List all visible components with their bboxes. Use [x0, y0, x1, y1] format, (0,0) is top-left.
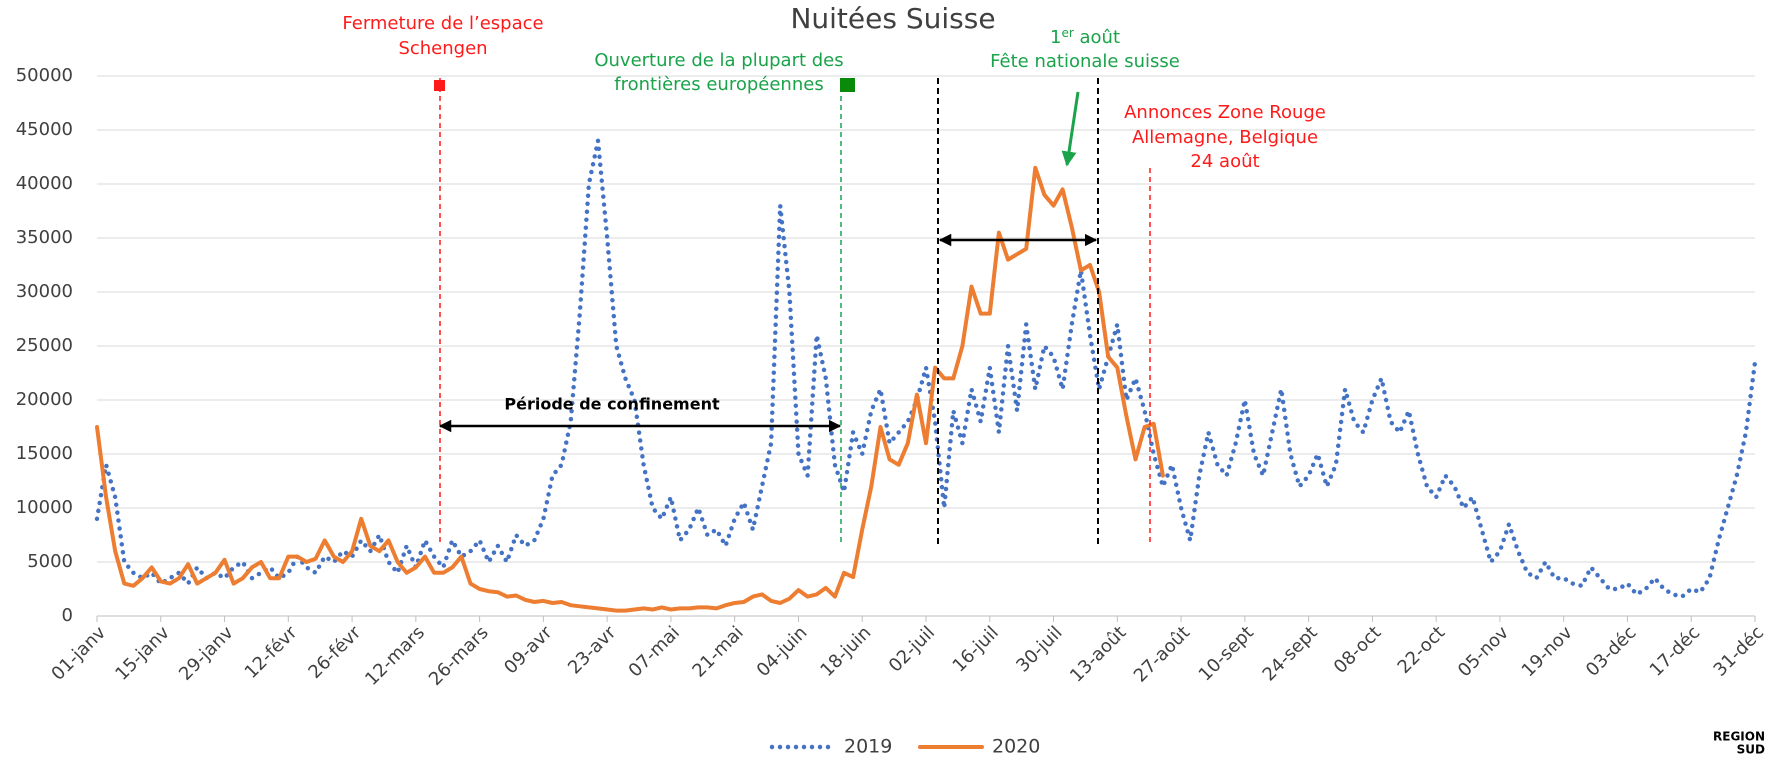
event-marker: [434, 80, 445, 91]
y-tick-label: 0: [62, 605, 73, 626]
x-tick-label: 30-juil: [1012, 622, 1066, 676]
x-tick-label: 27-août: [1130, 622, 1194, 686]
plot-area: [94, 138, 1758, 613]
annotation: Allemagne, Belgique: [1132, 127, 1318, 148]
annotation: Fête nationale suisse: [990, 51, 1180, 72]
y-tick-label: 15000: [16, 443, 73, 464]
x-tick-label: 21-mai: [688, 622, 747, 681]
x-tick-label: 22-oct: [1394, 622, 1450, 678]
event-marker: [840, 78, 855, 92]
y-tick-label: 25000: [16, 335, 73, 356]
logo: SUD: [1737, 743, 1765, 757]
annotation: Période de confinement: [504, 395, 720, 414]
annotation-part: août: [1074, 27, 1120, 48]
x-tick-label: 29-janv: [175, 622, 238, 685]
x-tick-label: 16-juil: [949, 622, 1003, 676]
y-tick-label: 10000: [16, 497, 73, 518]
annotation: 1er août: [1050, 26, 1120, 49]
grid: 0 5000 10000 15000 20000 25000 30000 35000 40000…: [16, 65, 1767, 690]
chart-title: Nuitées Suisse: [790, 2, 995, 35]
x-tick-label: 17-déc: [1646, 622, 1705, 681]
x-tick-label: 05-nov: [1454, 622, 1513, 681]
y-tick-label: 5000: [27, 551, 73, 572]
annotation-arrow: [1061, 91, 1080, 167]
x-tick-label: 09-avr: [500, 622, 557, 679]
x-tick-label: 13-août: [1066, 622, 1130, 686]
x-tick-label: 01-janv: [47, 622, 110, 685]
annotation-sup: er: [1061, 26, 1073, 40]
annotation: frontières européennes: [614, 74, 823, 95]
annotations: Fermeture de l’espace Schengen Ouverture…: [342, 13, 1326, 414]
annotation: Ouverture de la plupart des: [594, 50, 843, 71]
y-tick-label: 35000: [16, 227, 73, 248]
legend-label: 2020: [992, 736, 1040, 758]
logo: REGION: [1713, 730, 1765, 744]
y-tick-label: 40000: [16, 173, 73, 194]
x-tick-label: 19-nov: [1518, 622, 1577, 681]
x-tick-label: 15-janv: [111, 622, 174, 685]
y-tick-label: 50000: [16, 65, 73, 86]
y-tick-label: 45000: [16, 119, 73, 140]
series-line: [94, 138, 1758, 599]
x-tick-label: 04-juin: [753, 622, 812, 681]
x-tick-label: 03-déc: [1582, 622, 1641, 681]
legend-label: 2019: [844, 736, 892, 758]
x-tick-label: 26-mars: [425, 622, 493, 690]
annotation-part: 1: [1050, 27, 1061, 48]
x-tick-label: 18-juin: [816, 622, 875, 681]
y-tick-label: 30000: [16, 281, 73, 302]
annotation: Annonces Zone Rouge: [1124, 102, 1326, 123]
x-tick-label: 08-oct: [1330, 622, 1386, 678]
x-tick-label: 12-mars: [361, 622, 429, 690]
x-tick-label: 23-avr: [564, 622, 621, 679]
y-tick-label: 20000: [16, 389, 73, 410]
x-tick-label: 07-mai: [625, 622, 684, 681]
x-tick-label: 26-févr: [304, 622, 365, 683]
legend: 2019 2020: [769, 736, 1040, 758]
annotation: Fermeture de l’espace: [342, 13, 543, 34]
series-line: [95, 165, 1165, 613]
x-tick-label: 31-déc: [1710, 622, 1767, 681]
x-tick-label: 02-juil: [885, 622, 939, 676]
x-tick-label: 10-sept: [1195, 622, 1258, 685]
annotation: Schengen: [398, 38, 487, 59]
x-tick-label: 12-févr: [241, 622, 302, 683]
annotation: 24 août: [1190, 151, 1259, 172]
event-lines: [434, 78, 1151, 546]
x-tick-label: 24-sept: [1259, 622, 1322, 685]
